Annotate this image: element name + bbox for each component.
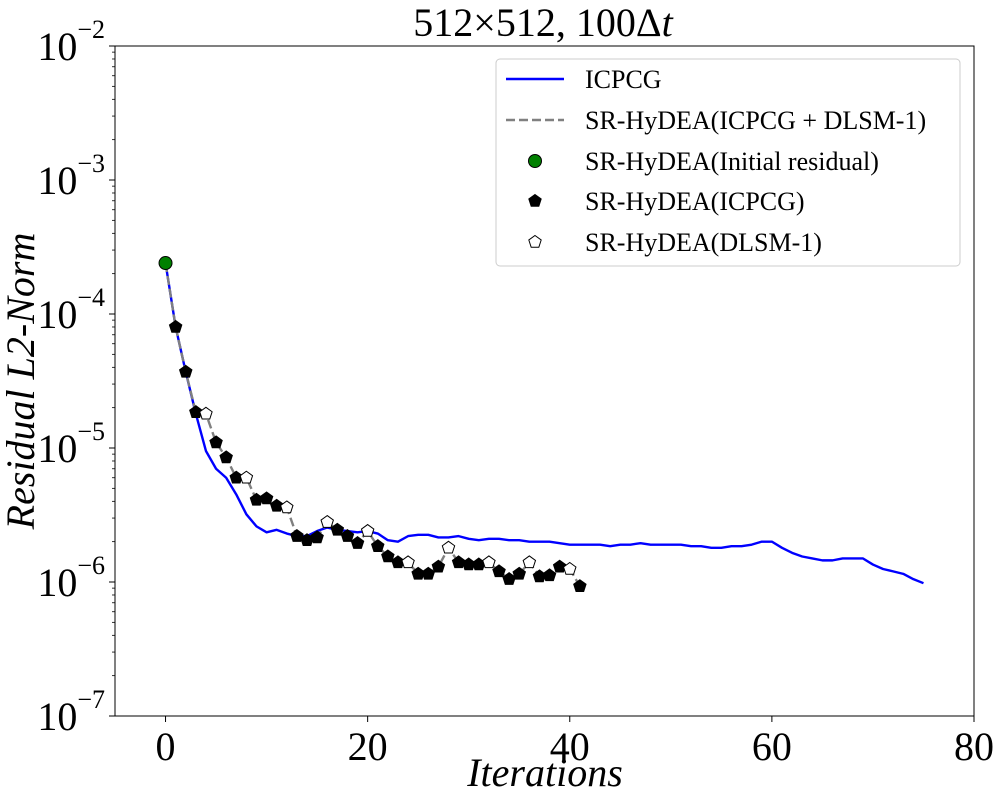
data-point bbox=[573, 579, 587, 592]
data-point bbox=[552, 559, 567, 573]
data-point bbox=[280, 500, 294, 514]
data-point bbox=[290, 529, 304, 542]
data-point bbox=[431, 559, 446, 573]
data-point bbox=[360, 523, 375, 537]
data-point bbox=[421, 566, 436, 580]
series-markers bbox=[199, 406, 577, 575]
plot-frame bbox=[114, 45, 975, 717]
x-axis-label: Iterations bbox=[466, 750, 623, 795]
axes bbox=[114, 45, 975, 717]
legend-label: SR-HyDEA(Initial residual) bbox=[585, 147, 879, 176]
data-point bbox=[330, 522, 345, 536]
data-point bbox=[219, 450, 233, 464]
data-point bbox=[158, 256, 173, 271]
data-point bbox=[320, 514, 334, 528]
data-point bbox=[310, 530, 324, 544]
data-point bbox=[370, 539, 385, 552]
data-point bbox=[340, 529, 355, 542]
data-point bbox=[239, 470, 254, 484]
y-tick-label: 10−6 bbox=[37, 551, 105, 605]
chart-title-text: 512×512, 100Δt bbox=[413, 0, 673, 45]
y-tick-label: 10−3 bbox=[37, 149, 105, 203]
data-point bbox=[189, 405, 203, 418]
y-tick-label: 10−7 bbox=[37, 685, 105, 739]
legend-swatch bbox=[528, 193, 542, 207]
y-axis-ticks: 10−7 10−6 10−5 10−4 10−3 10−2 bbox=[37, 15, 115, 739]
legend-box bbox=[495, 58, 961, 267]
data-point bbox=[401, 555, 415, 569]
data-point bbox=[542, 568, 557, 582]
series-layer bbox=[158, 256, 924, 592]
data-point bbox=[269, 498, 284, 512]
legend-swatch bbox=[528, 234, 542, 248]
legend-label: SR-HyDEA(DLSM-1) bbox=[585, 228, 822, 257]
data-point bbox=[562, 561, 577, 575]
y-axis-label: Residual L2-Norm bbox=[0, 233, 43, 531]
series-markers bbox=[168, 319, 587, 592]
x-axis-ticks: 0 20 40 60 80 bbox=[156, 716, 994, 769]
y-tick-label: 10−5 bbox=[37, 417, 105, 471]
y-tick-label: 10−4 bbox=[37, 283, 105, 337]
data-point bbox=[451, 555, 466, 569]
legend-label: SR-HyDEA(ICPCG + DLSM-1) bbox=[585, 106, 926, 135]
data-point bbox=[492, 564, 506, 578]
y-tick-label: 10−2 bbox=[37, 15, 105, 69]
data-point bbox=[441, 540, 456, 554]
legend-label: SR-HyDEA(ICPCG) bbox=[585, 187, 805, 216]
data-point bbox=[199, 406, 213, 420]
legend-label: ICPCG bbox=[585, 65, 662, 94]
data-point bbox=[209, 435, 223, 449]
x-tick-label: 60 bbox=[752, 724, 792, 769]
legend-swatch bbox=[528, 154, 542, 168]
data-point bbox=[482, 555, 496, 569]
data-point bbox=[168, 319, 183, 333]
series-markers bbox=[158, 256, 173, 271]
x-tick-label: 20 bbox=[348, 724, 388, 769]
data-point bbox=[178, 364, 193, 378]
data-point bbox=[522, 555, 537, 569]
legend: ICPCG SR-HyDEA(ICPCG + DLSM-1) SR-HyDEA(In… bbox=[495, 58, 961, 267]
data-point bbox=[259, 491, 274, 505]
data-point bbox=[512, 566, 527, 580]
x-tick-label: 40 bbox=[550, 724, 590, 769]
x-tick-label: 0 bbox=[156, 724, 176, 769]
x-tick-label: 80 bbox=[954, 724, 994, 769]
data-point bbox=[350, 536, 365, 549]
data-point bbox=[381, 549, 395, 563]
chart-title: 512×512, 100Δt bbox=[413, 0, 673, 45]
